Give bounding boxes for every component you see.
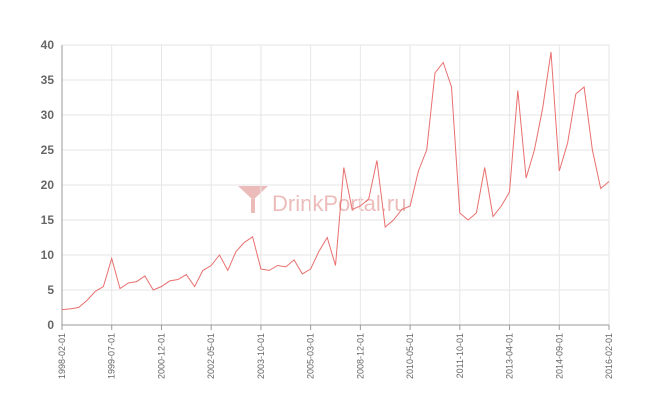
y-tick-label: 40 (41, 38, 55, 52)
x-tick-label: 2000-12-01 (156, 333, 166, 379)
x-tick-label: 2008-12-01 (355, 333, 365, 379)
watermark: DrinkPortal.ru (238, 186, 406, 216)
y-tick-label: 10 (41, 248, 55, 262)
data-line (61, 51, 610, 311)
y-tick-label: 30 (41, 108, 55, 122)
x-tick-label: 2003-10-01 (256, 333, 266, 379)
x-tick-label: 2016-02-01 (604, 333, 614, 379)
y-tick-label: 35 (41, 73, 55, 87)
x-tick-label: 2013-04-01 (505, 333, 515, 379)
glass-stem (251, 199, 255, 213)
x-tick-label: 1998-02-01 (57, 333, 67, 379)
x-tick-label: 2011-10-01 (455, 333, 465, 378)
x-tick-label: 2010-05-01 (405, 333, 415, 379)
watermark-text: DrinkPortal.ru (272, 191, 406, 216)
y-tick-label: 20 (41, 178, 55, 192)
y-tick-label: 5 (47, 283, 54, 297)
x-tick-label: 1999-07-01 (107, 333, 117, 379)
x-tick-label: 2014-09-01 (554, 333, 564, 379)
glass-icon (238, 186, 268, 200)
y-tick-label: 25 (41, 143, 55, 157)
x-tick-label: 2005-03-01 (306, 333, 316, 379)
x-tick-label: 2002-05-01 (206, 333, 216, 379)
y-tick-label: 0 (47, 318, 54, 332)
y-tick-label: 15 (41, 213, 55, 227)
